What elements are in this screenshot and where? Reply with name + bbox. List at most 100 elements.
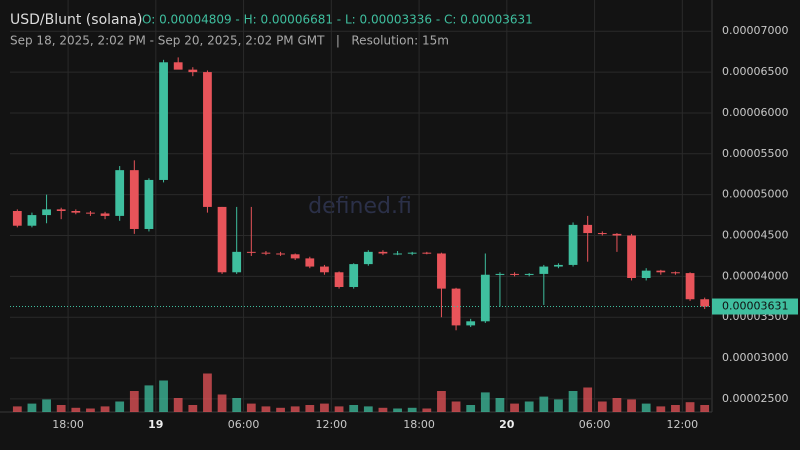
candle-body [349,264,359,287]
candle-body [451,288,461,326]
y-tick-label: 0.00004000 [722,269,788,282]
volume-bar [656,406,666,412]
x-tick-label: 18:00 [403,418,435,431]
candle-body [568,224,578,265]
volume-bar [700,405,710,412]
candle-body [466,321,476,326]
volume-bar [363,406,373,412]
volume-bar [42,399,51,412]
volume-bar [217,394,227,412]
candle-body [422,252,432,254]
volume-bar [539,396,549,412]
x-tick-label: 12:00 [666,418,698,431]
x-tick-label: 06:00 [579,418,611,431]
candle-body [524,273,534,275]
volume-bar [524,401,534,412]
candle-body [129,170,139,229]
volume-bar [495,398,505,412]
volume-bar [466,405,476,412]
candle-body [641,270,651,278]
candle-body [246,251,256,253]
candle-body [583,224,593,234]
candle-body [495,273,505,275]
volume-bar [159,380,168,412]
volume-bar [407,407,417,412]
candle-body [407,252,417,254]
candle-body [144,179,154,229]
candle-body [71,211,81,213]
volume-bar [568,391,578,412]
volume-bar [203,373,212,412]
volume-bar [510,403,519,412]
candle-body [56,209,66,211]
candle-body [671,272,680,274]
volume-bar [129,391,139,412]
candle-body [115,170,125,216]
watermark: defined.fi [308,194,412,219]
candle-body [12,211,22,226]
candle-body [597,233,607,235]
y-tick-label: 0.00006000 [722,106,788,119]
volume-bar [437,391,446,412]
volume-bar [100,406,110,412]
volume-bar [612,398,622,412]
volume-bar [349,405,359,412]
candle-body [173,62,183,70]
volume-bar [261,406,271,412]
y-tick-label: 0.00005500 [722,147,788,160]
volume-bar [393,408,402,412]
y-tick-label: 0.00005000 [722,188,788,201]
candle-body [305,258,315,267]
candle-body [27,215,37,226]
candle-body [363,251,373,265]
volume-bar [627,399,636,412]
volume-bar [56,405,66,412]
y-tick-label: 0.00007000 [722,24,788,37]
volume-bar [320,403,329,412]
candle-body [188,69,198,73]
volume-bar [86,408,95,412]
ohlc-text: O: 0.00004809 - H: 0.00006681 - L: 0.000… [142,13,533,27]
y-tick-label: 0.00004500 [722,229,788,242]
volume-bar [305,405,315,412]
candle-body [232,251,242,273]
candle-body [203,72,212,207]
candle-body [627,235,636,278]
candle-body [393,253,402,255]
x-tick-label: 12:00 [315,418,347,431]
volume-bar [290,406,300,412]
current-price-label: 0.00003631 [722,300,788,313]
y-tick-label: 0.00006500 [722,65,788,78]
candle-body [334,272,344,287]
candle-body [656,270,666,273]
candle-body [159,62,168,180]
candle-body [700,299,710,307]
volume-bar [641,403,651,412]
candle-body [554,264,563,267]
candle-body [217,206,227,273]
volume-bar [685,402,695,412]
candle-body [42,209,51,216]
volume-bar [671,405,680,412]
candle-body [539,266,549,274]
candle-body [290,254,300,259]
volume-bar [173,398,183,412]
candle-body [320,266,329,273]
current-price-box [712,298,798,315]
volume-bar [27,403,37,412]
volume-bar [71,407,81,412]
candle-body [612,233,622,236]
y-tick-label: 0.00003000 [722,351,788,364]
volume-bar [480,392,490,412]
volume-bar [246,403,256,412]
candle-body [261,252,271,254]
volume-bar [554,399,563,412]
candle-body [510,273,519,275]
volume-bar [334,406,344,412]
x-tick-label: 20 [499,418,515,431]
candle-body [86,212,95,214]
candle-body [685,273,695,300]
volume-bar [583,387,593,412]
